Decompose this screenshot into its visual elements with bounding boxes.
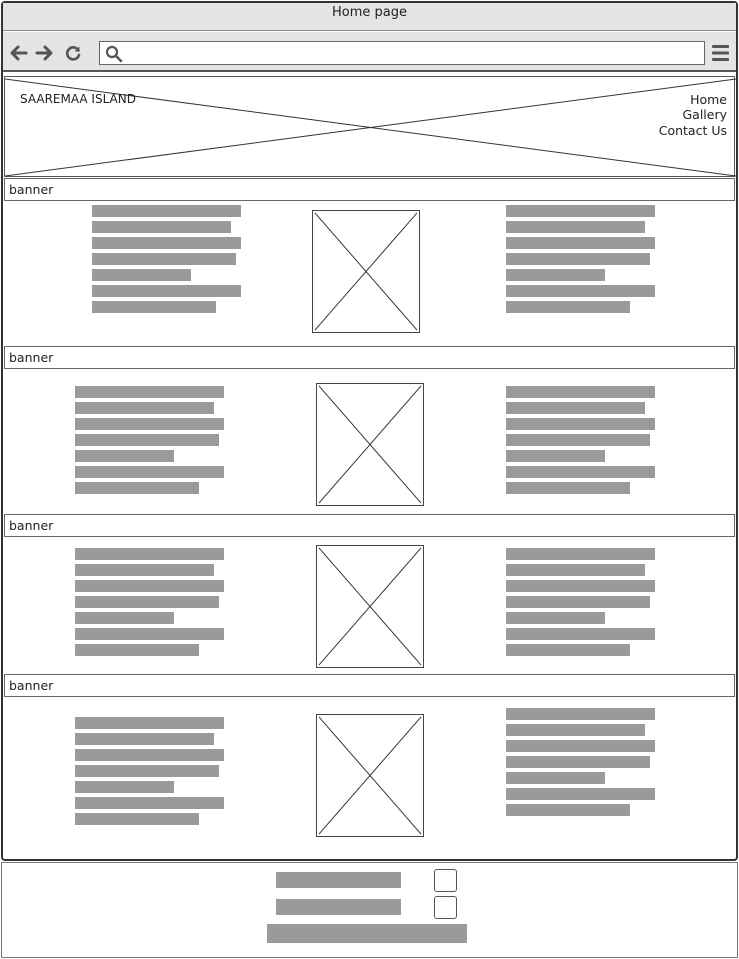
- title-bar: [3, 3, 736, 31]
- footer-input-placeholder[interactable]: [276, 872, 401, 888]
- site-header: [4, 76, 736, 177]
- footer-checkbox[interactable]: [434, 869, 457, 892]
- hamburger-menu-icon[interactable]: [711, 43, 731, 63]
- text-placeholder: [75, 717, 225, 827]
- text-placeholder: [506, 205, 656, 315]
- image-placeholder: [312, 210, 420, 333]
- arrow-left-icon[interactable]: [8, 42, 30, 64]
- text-placeholder: [75, 548, 225, 658]
- banner-label: banner: [9, 518, 54, 533]
- reload-icon[interactable]: [62, 42, 84, 64]
- arrow-right-icon[interactable]: [33, 42, 55, 64]
- section-banner: banner: [4, 674, 735, 697]
- banner-label: banner: [9, 678, 54, 693]
- section-banner: banner: [4, 514, 735, 537]
- image-placeholder: [316, 545, 424, 668]
- text-placeholder: [92, 205, 242, 315]
- text-placeholder: [75, 386, 225, 496]
- image-placeholder: [316, 714, 424, 837]
- search-icon: [105, 45, 123, 63]
- text-placeholder: [506, 548, 656, 658]
- nav-link-contact-us[interactable]: Contact Us: [658, 123, 727, 138]
- text-placeholder: [506, 708, 656, 818]
- nav-link-gallery[interactable]: Gallery: [682, 107, 727, 122]
- address-bar[interactable]: [99, 41, 705, 65]
- site-brand[interactable]: SAAREMAA ISLAND: [20, 92, 136, 106]
- section-banner: banner: [4, 346, 735, 369]
- footer-submit-placeholder[interactable]: [267, 924, 467, 943]
- section-banner: banner: [4, 178, 735, 201]
- banner-label: banner: [9, 350, 54, 365]
- banner-label: banner: [9, 182, 54, 197]
- text-placeholder: [506, 386, 656, 496]
- nav-link-home[interactable]: Home: [690, 92, 727, 107]
- image-placeholder: [316, 383, 424, 506]
- footer-input-placeholder[interactable]: [276, 899, 401, 915]
- window-title: Home page: [332, 5, 407, 20]
- footer-checkbox[interactable]: [434, 896, 457, 919]
